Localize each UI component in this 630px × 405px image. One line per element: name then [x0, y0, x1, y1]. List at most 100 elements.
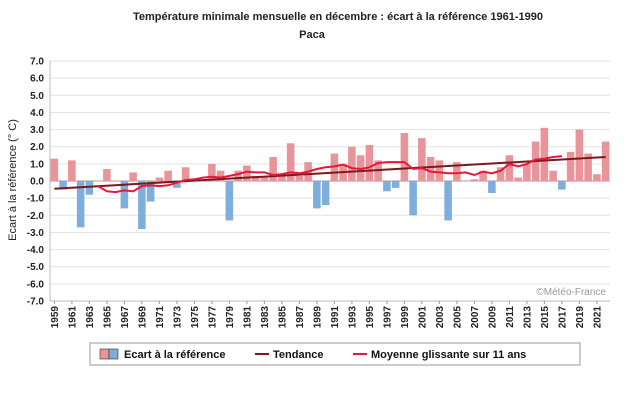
bar	[313, 181, 321, 209]
x-tick-label: 1969	[137, 306, 148, 329]
bar	[234, 170, 242, 181]
grid	[49, 60, 610, 302]
bar	[426, 157, 435, 181]
x-tick-label: 1981	[242, 306, 253, 329]
bar	[400, 133, 409, 181]
x-tick-label: 1995	[365, 306, 376, 329]
x-tick-label: 1983	[260, 306, 271, 329]
x-tick-label: 1987	[295, 306, 306, 329]
chart-subtitle: Paca	[299, 29, 326, 41]
y-ticks: 7.0 6.0 5.0 4.0 3.0 2.0 1.0 0.0 -1.0 -2.0 -3.0 -4.0…	[27, 57, 45, 308]
bar	[593, 174, 601, 181]
bar	[173, 181, 181, 188]
y-tick-label: -2.0	[27, 211, 45, 222]
x-tick-label: 1973	[172, 306, 183, 329]
x-tick-label: 2015	[540, 306, 551, 329]
bar	[549, 170, 557, 181]
legend: Ecart à la référence Tendance Moyenne gl…	[89, 342, 581, 366]
bar	[260, 177, 269, 181]
bar	[435, 160, 444, 181]
bar	[120, 181, 129, 209]
x-tick-label: 1997	[382, 306, 393, 329]
bar	[348, 146, 356, 181]
x-tick-label: 1959	[50, 306, 61, 329]
y-axis-label: Ecart à la référence (° C)	[7, 119, 19, 241]
bar	[216, 170, 225, 181]
trend-line	[54, 156, 606, 190]
x-tick-label: 1965	[102, 306, 113, 329]
x-tick-label: 2013	[522, 306, 533, 329]
bar	[155, 177, 164, 181]
moving-average-line	[97, 155, 563, 194]
bar	[129, 172, 137, 181]
credit-label: ©Météo-France	[536, 287, 606, 298]
bar	[103, 169, 111, 181]
bar	[453, 162, 461, 181]
bar	[601, 141, 610, 181]
bar	[479, 170, 487, 181]
bar	[243, 165, 251, 181]
y-tick-label: -1.0	[27, 194, 45, 205]
x-tick-label: 2017	[557, 306, 568, 329]
y-tick-label: -3.0	[27, 228, 45, 239]
bar	[540, 127, 549, 181]
bar	[50, 158, 59, 181]
bar	[321, 181, 330, 205]
bar	[444, 181, 452, 221]
x-tick-label: 2003	[435, 306, 446, 329]
bar	[566, 151, 575, 181]
x-tick-label: 1991	[330, 306, 341, 329]
legend-item-moving-average: Moyenne glissante sur 11 ans	[353, 349, 526, 361]
bar	[138, 181, 146, 229]
bars	[50, 127, 610, 229]
x-ticks: 1959 1961 1963 1965 1967 1969 1971 1973 1975 1977…	[50, 301, 603, 329]
x-tick-label: 1989	[312, 306, 323, 329]
x-tick-label: 1993	[347, 306, 358, 329]
bar	[181, 167, 190, 181]
bar	[59, 181, 67, 190]
legend-item-trend: Tendance	[255, 349, 324, 361]
bar	[76, 181, 85, 228]
x-tick-label: 1979	[225, 306, 236, 329]
x-tick-label: 1999	[400, 306, 411, 329]
y-tick-label: -5.0	[27, 262, 45, 273]
bar	[278, 174, 286, 181]
bar	[409, 181, 417, 216]
bar	[286, 143, 295, 181]
bar	[496, 167, 505, 181]
bar	[295, 175, 304, 181]
y-tick-label: -4.0	[27, 245, 45, 256]
legend-swatch-positive	[99, 348, 110, 360]
y-tick-label: -7.0	[27, 297, 45, 308]
legend-swatch-negative	[108, 348, 119, 360]
bar	[269, 157, 277, 181]
bar	[391, 181, 400, 188]
bar	[365, 145, 374, 181]
lines	[54, 155, 606, 194]
bar	[146, 181, 155, 202]
x-tick-label: 2007	[470, 306, 481, 329]
legend-box	[89, 342, 581, 366]
y-tick-label: 2.0	[30, 142, 44, 153]
x-tick-label: 1985	[277, 306, 288, 329]
bar	[584, 153, 592, 181]
bar	[164, 170, 172, 181]
bar	[383, 181, 391, 192]
legend-label-bars: Ecart à la référence	[124, 349, 226, 361]
x-tick-label: 1977	[207, 306, 218, 329]
x-tick-label: 1975	[190, 306, 201, 329]
bar	[470, 179, 479, 181]
y-tick-label: 3.0	[30, 125, 44, 136]
x-tick-label: 2005	[452, 306, 463, 329]
x-tick-label: 1971	[155, 306, 166, 329]
x-tick-label: 2011	[505, 306, 516, 328]
x-tick-label: 2009	[487, 306, 498, 329]
x-tick-label: 2019	[575, 306, 586, 329]
legend-label-moving-average: Moyenne glissante sur 11 ans	[371, 349, 526, 361]
chart-title: Température minimale mensuelle en décemb…	[133, 11, 543, 23]
bar	[523, 163, 531, 181]
x-tick-label: 2001	[417, 306, 428, 329]
bar	[208, 163, 216, 181]
bar	[68, 160, 76, 181]
